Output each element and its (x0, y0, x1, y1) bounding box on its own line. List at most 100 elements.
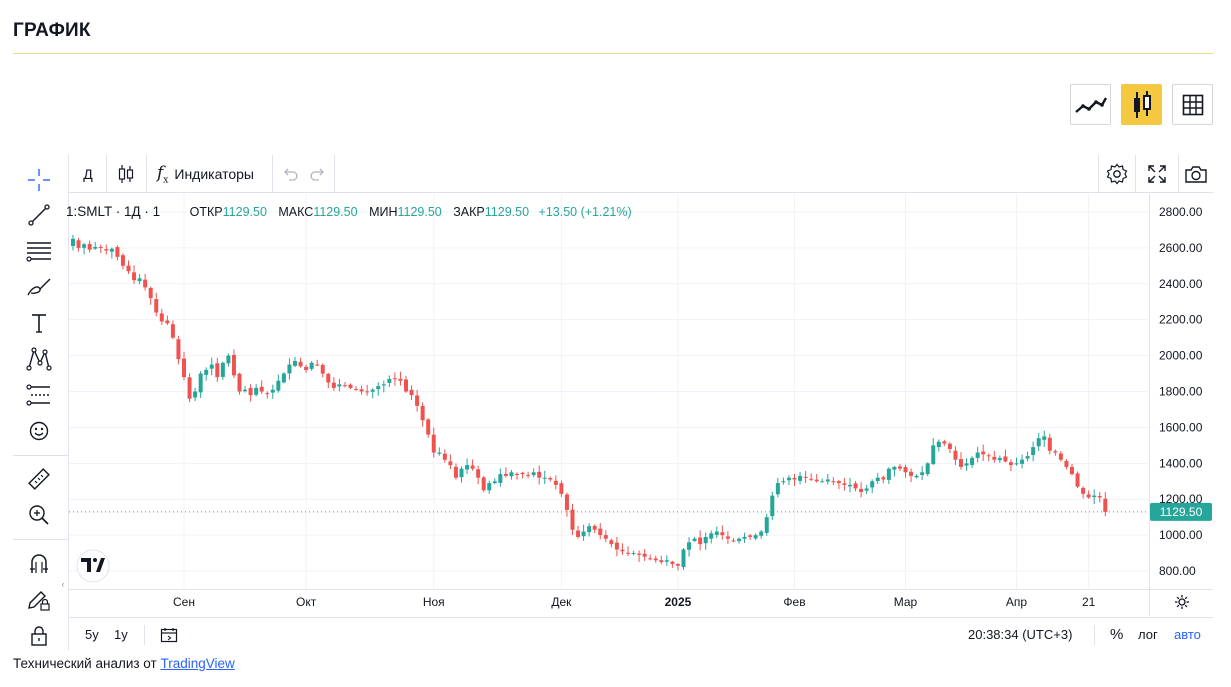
price-tick-label: 2400.00 (1159, 277, 1203, 291)
tradingview-link[interactable]: TradingView (160, 656, 235, 671)
candle-body (137, 278, 142, 282)
text-tool[interactable] (25, 309, 53, 337)
candle-body (98, 246, 103, 248)
pattern-icon (26, 347, 52, 371)
candle-body (620, 549, 625, 552)
percent-scale-button[interactable]: % (1110, 618, 1123, 651)
candle-body (692, 538, 697, 541)
lock-drawing-tool[interactable] (25, 586, 53, 614)
candle-body (820, 481, 825, 483)
auto-scale-button[interactable]: авто (1174, 618, 1201, 651)
range-5y-button[interactable]: 5y (85, 618, 99, 651)
candle-body (381, 384, 386, 386)
candle-body (737, 538, 741, 542)
time-tick-label: Сен (173, 595, 195, 609)
log-scale-button[interactable]: лог (1138, 618, 1158, 651)
chart-area[interactable]: 1129.50 800.00 1000.00 1200.00 1400.00 1600.0… (69, 194, 1213, 616)
pattern-tool[interactable] (25, 345, 53, 373)
candle-body (442, 453, 447, 460)
brush-tool[interactable] (25, 273, 53, 301)
emoji-tool[interactable] (25, 417, 53, 445)
candlestick-chart[interactable]: 1129.50 800.00 1000.00 1200.00 1400.00 1600.0… (69, 194, 1213, 616)
clock-label: 20:38:34 (UTC+3) (968, 627, 1073, 642)
candle-body (498, 474, 503, 483)
interval-button[interactable]: Д (75, 155, 101, 193)
candle-body (481, 477, 486, 491)
crosshair-tool[interactable] (25, 166, 53, 194)
candle-body (531, 472, 536, 476)
clock-display[interactable]: 20:38:34 (UTC+3) (968, 618, 1072, 651)
candle-body (942, 441, 947, 444)
candle-body (265, 393, 270, 395)
magnet-tool[interactable] (25, 550, 53, 578)
settings-button[interactable] (1105, 155, 1129, 193)
fullscreen-button[interactable] (1145, 155, 1169, 193)
candle-body (1025, 456, 1030, 459)
scale-settings-icon[interactable] (1175, 595, 1189, 609)
last-price-tag (1150, 502, 1212, 521)
candle-body (709, 533, 714, 539)
range-5y-label: 5y (85, 627, 99, 642)
redo-button[interactable] (307, 155, 329, 193)
range-1y-button[interactable]: 1y (114, 618, 128, 651)
candle-body (237, 373, 242, 392)
candle-body (964, 463, 969, 466)
candle-body (803, 476, 808, 478)
ruler-tool[interactable] (25, 465, 53, 493)
candle-body (986, 455, 991, 457)
candle-body (226, 355, 231, 364)
candles-icon (1133, 90, 1151, 118)
line-chart-view-button[interactable] (1070, 84, 1111, 125)
candle-body (670, 561, 675, 564)
candle-body (159, 313, 164, 322)
undo-button[interactable] (279, 155, 301, 193)
horizontal-lines-icon (26, 242, 51, 262)
time-tick-label: Апр (1006, 595, 1028, 609)
time-tick-label: Фев (783, 595, 805, 609)
candle-body (387, 378, 392, 383)
trend-line-tool[interactable] (25, 201, 53, 229)
screenshot-button[interactable] (1183, 155, 1209, 193)
candle-body (870, 481, 875, 488)
indicators-button[interactable]: fx Индикаторы (157, 155, 265, 193)
candle-body (348, 384, 353, 388)
candle-body (231, 354, 236, 376)
open-value: 1129.50 (222, 205, 267, 219)
candle-body (836, 481, 841, 484)
collapse-toolbar-button[interactable]: ‹ (58, 573, 68, 595)
candle-body (925, 463, 930, 475)
candle-body (1008, 462, 1013, 466)
price-tick-label: 1200.00 (1159, 492, 1203, 506)
high-value: 1129.50 (313, 205, 358, 219)
price-tick-label: 1400.00 (1159, 456, 1203, 470)
candle-body (132, 272, 137, 281)
candle-body (970, 457, 975, 466)
candle-body (814, 479, 819, 482)
prediction-icon (26, 384, 50, 406)
candle-body (742, 536, 747, 539)
candle-body (187, 377, 192, 399)
candle-body (182, 358, 186, 378)
table-view-button[interactable] (1172, 84, 1213, 125)
candle-body (659, 560, 664, 563)
prediction-tool[interactable] (25, 381, 53, 409)
credit-prefix: Технический анализ от (13, 656, 161, 671)
candle-body (997, 457, 1002, 461)
candle-body (553, 480, 558, 485)
candles-view-button[interactable] (1121, 84, 1162, 125)
zoom-tool[interactable] (25, 501, 53, 529)
candle-body (215, 363, 220, 378)
candle-body (598, 528, 603, 536)
candle-body (415, 395, 420, 406)
lock-all-tool[interactable] (25, 622, 53, 650)
price-tick-label: 2600.00 (1159, 241, 1203, 255)
fib-tool[interactable] (25, 237, 53, 265)
date-range-button[interactable] (160, 618, 178, 651)
candle-body (792, 477, 797, 480)
pencil-lock-icon (28, 591, 50, 611)
candle-body (981, 451, 986, 455)
candle-body (176, 339, 181, 360)
chart-style-button[interactable] (111, 155, 141, 193)
candle-body (931, 445, 936, 465)
candle-body (587, 526, 592, 533)
